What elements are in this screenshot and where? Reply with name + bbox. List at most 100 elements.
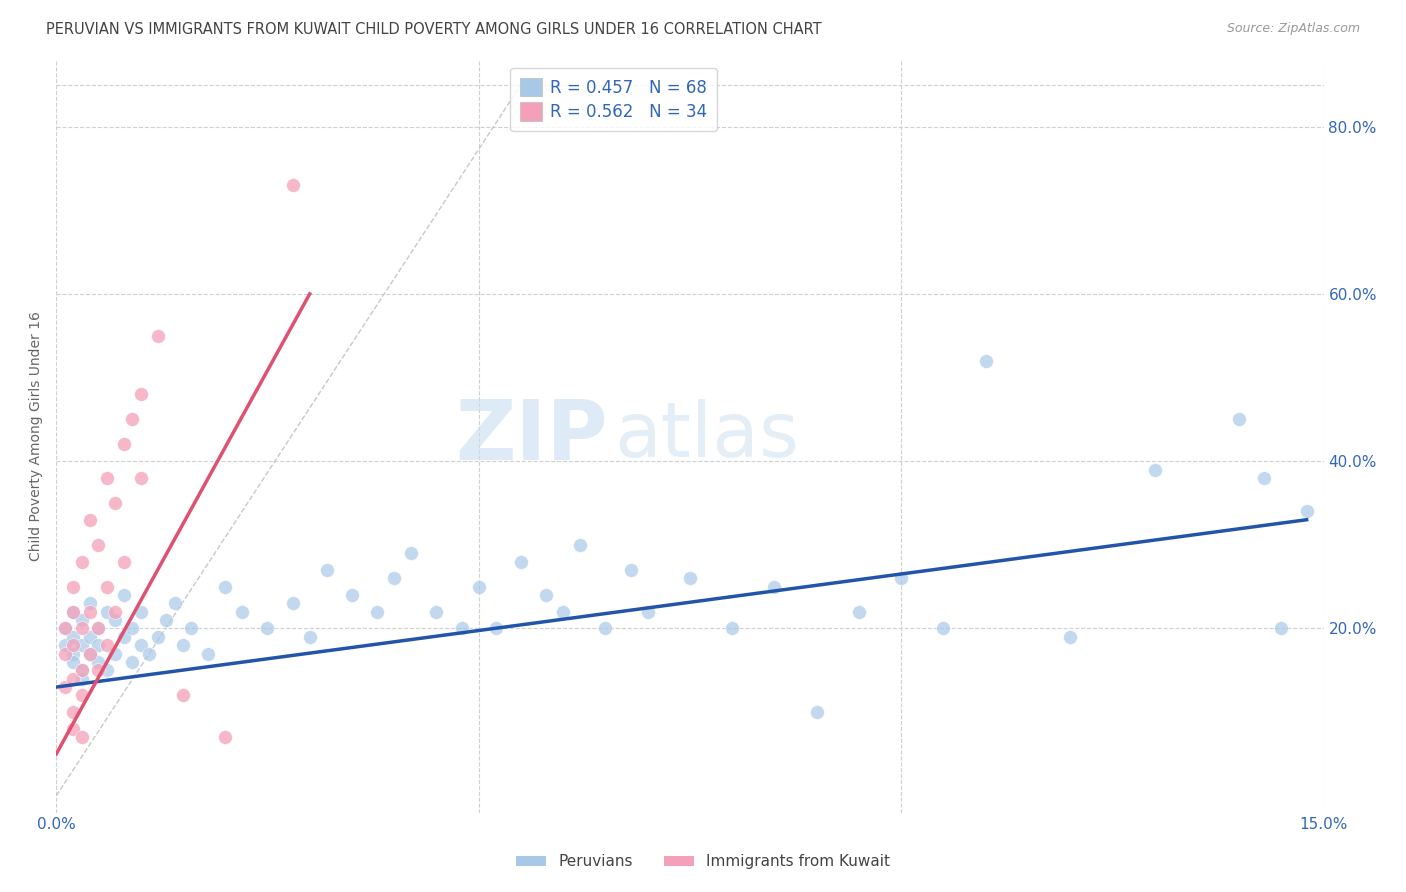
Point — [1270, 622, 1292, 636]
Point — [281, 596, 304, 610]
Point — [62, 647, 84, 661]
Point — [53, 680, 76, 694]
Point — [214, 580, 236, 594]
Point — [62, 605, 84, 619]
Point — [87, 663, 110, 677]
Point — [637, 605, 659, 619]
Point — [129, 605, 152, 619]
Point — [281, 178, 304, 192]
Point — [595, 622, 617, 636]
Point — [298, 630, 321, 644]
Point — [96, 580, 118, 594]
Point — [129, 471, 152, 485]
Point — [70, 638, 93, 652]
Point — [112, 555, 135, 569]
Point — [467, 580, 489, 594]
Point — [79, 605, 101, 619]
Point — [450, 622, 472, 636]
Point — [104, 647, 127, 661]
Point — [62, 672, 84, 686]
Point — [112, 437, 135, 451]
Point — [1059, 630, 1081, 644]
Point — [214, 731, 236, 745]
Point — [79, 596, 101, 610]
Point — [87, 622, 110, 636]
Text: ZIP: ZIP — [456, 395, 607, 476]
Point — [112, 588, 135, 602]
Point — [87, 538, 110, 552]
Point — [70, 663, 93, 677]
Point — [1253, 471, 1275, 485]
Point — [484, 622, 506, 636]
Point — [96, 638, 118, 652]
Point — [180, 622, 202, 636]
Point — [96, 605, 118, 619]
Point — [70, 731, 93, 745]
Point — [129, 387, 152, 401]
Point — [53, 622, 76, 636]
Point — [104, 605, 127, 619]
Point — [620, 563, 643, 577]
Point — [62, 655, 84, 669]
Point — [129, 638, 152, 652]
Point — [536, 588, 558, 602]
Point — [569, 538, 592, 552]
Point — [79, 647, 101, 661]
Point — [53, 622, 76, 636]
Point — [974, 353, 997, 368]
Point — [87, 622, 110, 636]
Point — [87, 638, 110, 652]
Point — [197, 647, 219, 661]
Point — [315, 563, 337, 577]
Point — [104, 496, 127, 510]
Point — [79, 630, 101, 644]
Point — [340, 588, 363, 602]
Point — [679, 571, 702, 585]
Point — [121, 412, 143, 426]
Point — [121, 622, 143, 636]
Point — [70, 622, 93, 636]
Point — [146, 630, 169, 644]
Point — [138, 647, 160, 661]
Point — [806, 705, 828, 719]
Point — [553, 605, 575, 619]
Point — [62, 722, 84, 736]
Point — [79, 513, 101, 527]
Point — [1143, 462, 1166, 476]
Point — [163, 596, 186, 610]
Point — [62, 605, 84, 619]
Text: PERUVIAN VS IMMIGRANTS FROM KUWAIT CHILD POVERTY AMONG GIRLS UNDER 16 CORRELATIO: PERUVIAN VS IMMIGRANTS FROM KUWAIT CHILD… — [46, 22, 823, 37]
Point — [70, 555, 93, 569]
Point — [172, 638, 194, 652]
Point — [62, 638, 84, 652]
Point — [256, 622, 278, 636]
Point — [53, 638, 76, 652]
Point — [1227, 412, 1250, 426]
Point — [70, 613, 93, 627]
Text: Source: ZipAtlas.com: Source: ZipAtlas.com — [1226, 22, 1360, 36]
Legend: R = 0.457   N = 68, R = 0.562   N = 34: R = 0.457 N = 68, R = 0.562 N = 34 — [510, 68, 717, 131]
Point — [382, 571, 405, 585]
Legend: Peruvians, Immigrants from Kuwait: Peruvians, Immigrants from Kuwait — [509, 848, 897, 875]
Point — [890, 571, 912, 585]
Point — [62, 630, 84, 644]
Point — [155, 613, 177, 627]
Point — [112, 630, 135, 644]
Point — [172, 689, 194, 703]
Point — [96, 471, 118, 485]
Point — [399, 546, 422, 560]
Point — [79, 647, 101, 661]
Point — [62, 580, 84, 594]
Point — [231, 605, 253, 619]
Point — [70, 672, 93, 686]
Y-axis label: Child Poverty Among Girls Under 16: Child Poverty Among Girls Under 16 — [30, 311, 44, 561]
Point — [366, 605, 388, 619]
Point — [146, 328, 169, 343]
Point — [425, 605, 447, 619]
Point — [932, 622, 955, 636]
Point — [1295, 504, 1317, 518]
Point — [763, 580, 786, 594]
Point — [848, 605, 870, 619]
Point — [87, 655, 110, 669]
Point — [62, 705, 84, 719]
